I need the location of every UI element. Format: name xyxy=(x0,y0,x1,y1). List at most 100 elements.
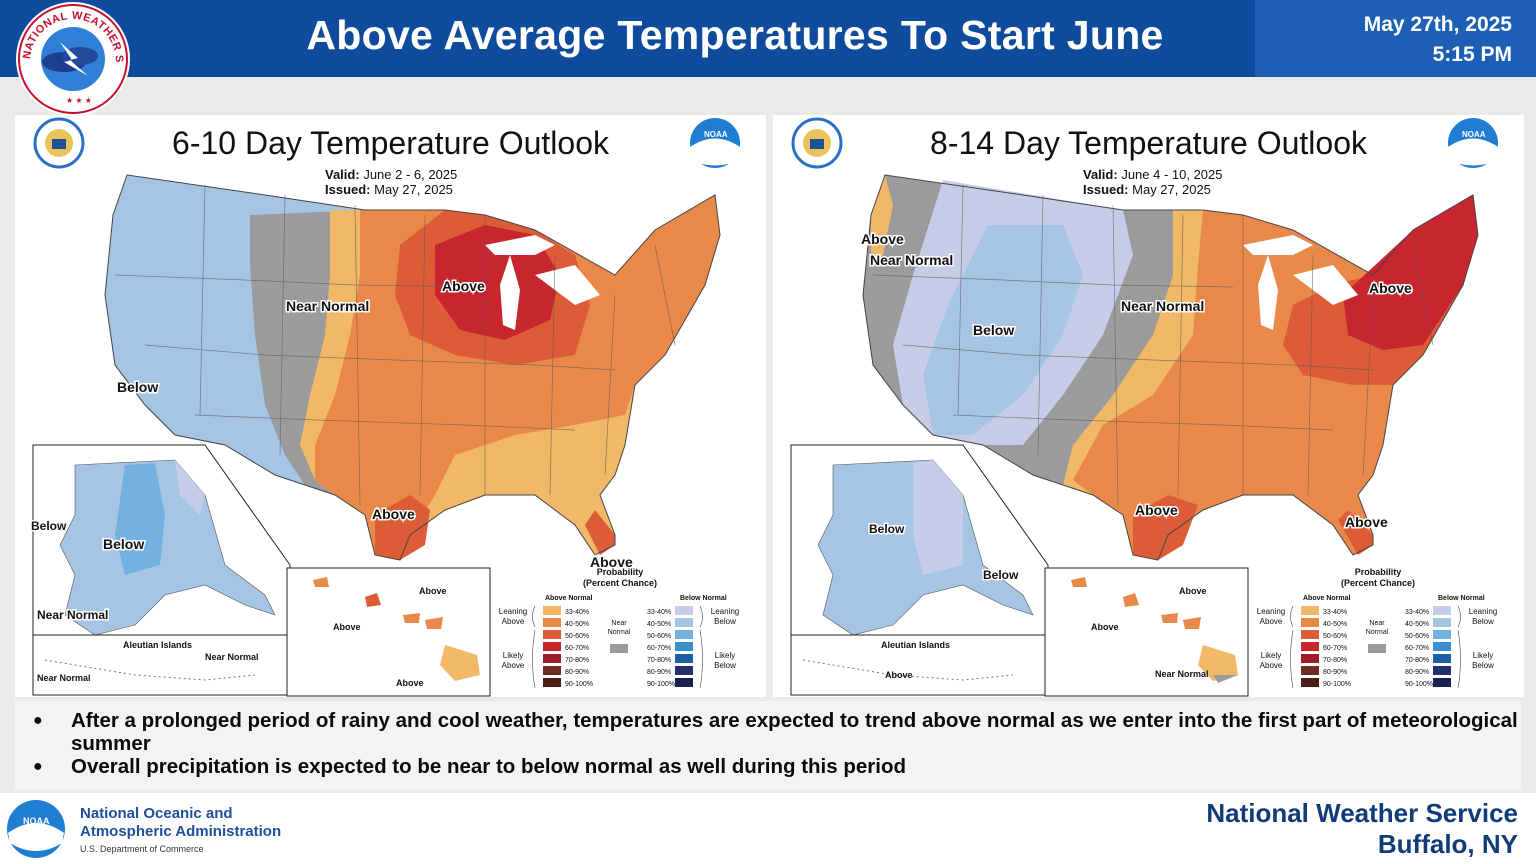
legend-side-label: Above xyxy=(502,617,525,626)
legend-above-header: Above Normal xyxy=(545,595,593,602)
doc-seal-icon xyxy=(791,117,843,169)
noaa-icon: NOAA xyxy=(690,118,740,168)
org-line-1: National Oceanic and xyxy=(80,805,233,822)
legend-range-below: 33-40% xyxy=(647,609,671,616)
legend-swatch-below xyxy=(675,678,693,687)
map-label: Above xyxy=(333,622,361,632)
legend-side-label: Likely xyxy=(1473,651,1493,660)
legend-range-above: 33-40% xyxy=(1323,609,1347,616)
alaska-inset xyxy=(32,444,291,696)
footer-org: National Oceanic and Atmospheric Adminis… xyxy=(80,805,281,841)
legend-range-below: 90-100% xyxy=(1405,681,1433,688)
legend-swatch-below xyxy=(675,630,693,639)
issued-label: Issued: xyxy=(325,182,371,197)
legend-range-above: 40-50% xyxy=(565,621,589,628)
map-label: Near Normal xyxy=(37,608,108,622)
svg-text:NOAA: NOAA xyxy=(1462,130,1486,139)
legend-side-label: Leaning xyxy=(1469,607,1497,616)
alaska-inset xyxy=(790,444,1049,696)
footer-dept: U.S. Department of Commerce xyxy=(80,844,204,854)
legend-swatch-above xyxy=(1301,630,1319,639)
legend-swatch-above xyxy=(543,666,561,675)
issued-label: Issued: xyxy=(1083,182,1129,197)
legend-brace xyxy=(532,605,536,628)
outlook-title: 6-10 Day Temperature Outlook xyxy=(172,125,609,161)
map-label: Near Normal xyxy=(1155,669,1209,679)
valid-dates: June 4 - 10, 2025 xyxy=(1121,167,1223,182)
legend-range-above: 90-100% xyxy=(565,681,593,688)
legend-swatch-below xyxy=(675,654,693,663)
map-label: Above xyxy=(885,670,913,680)
legend-range-below: 50-60% xyxy=(647,633,671,640)
legend-side-label: Below xyxy=(714,617,736,626)
outlook-dates: Valid: June 2 - 6, 2025 Issued: May 27, … xyxy=(325,167,457,197)
aleutian-label: Aleutian Islands xyxy=(123,640,192,650)
legend-range-below: 40-50% xyxy=(1405,621,1429,628)
legend-range-above: 60-70% xyxy=(1323,645,1347,652)
map-label: Above xyxy=(1091,622,1119,632)
map-label: Above xyxy=(1135,502,1178,518)
legend-below-header: Below Normal xyxy=(1438,595,1485,602)
map-label: Below xyxy=(117,379,158,395)
valid-label: Valid: xyxy=(1083,167,1118,182)
legend-range-below: 40-50% xyxy=(647,621,671,628)
legend-range-below: 50-60% xyxy=(1405,633,1429,640)
outlook-dates: Valid: June 4 - 10, 2025 Issued: May 27,… xyxy=(1083,167,1223,197)
legend-range-above: 40-50% xyxy=(1323,621,1347,628)
legend-swatch-above xyxy=(543,678,561,687)
legend-range-below: 70-80% xyxy=(1405,657,1429,664)
legend-side-label: Leaning xyxy=(711,607,739,616)
legend-side-label: Likely xyxy=(715,651,735,660)
map-label: Above xyxy=(442,278,485,294)
org-line-2: Atmospheric Administration xyxy=(80,823,282,840)
aleutian-label: Aleutian Islands xyxy=(881,640,950,650)
map-label: Above xyxy=(419,586,447,596)
outlook-title: 8-14 Day Temperature Outlook xyxy=(930,125,1367,161)
legend-side-label: Below xyxy=(1472,661,1494,670)
map-label: Near Normal xyxy=(1121,298,1204,314)
legend-range-above: 90-100% xyxy=(1323,681,1351,688)
map-label: Above xyxy=(1179,586,1207,596)
legend-swatch-above xyxy=(1301,618,1319,627)
legend-title: Probability xyxy=(1355,567,1402,577)
legend-range-above: 80-90% xyxy=(565,669,589,676)
legend-swatch-above xyxy=(543,630,561,639)
legend-swatch-above xyxy=(1301,642,1319,651)
legend-range-below: 90-100% xyxy=(647,681,675,688)
legend-range-above: 50-60% xyxy=(1323,633,1347,640)
legend-brace xyxy=(699,629,703,689)
legend-side-label: Below xyxy=(1472,617,1494,626)
issue-time: 5:15 PM xyxy=(1432,43,1512,66)
map-label: Near Normal xyxy=(286,298,369,314)
legend-swatch-above xyxy=(543,606,561,615)
legend-range-above: 70-80% xyxy=(565,657,589,664)
valid-label: Valid: xyxy=(325,167,360,182)
footer: NOAA National Oceanic and Atmospheric Ad… xyxy=(0,793,1536,864)
legend-near-normal: Near xyxy=(1369,620,1385,627)
legend-range-above: 33-40% xyxy=(565,609,589,616)
issue-date: May 27th, 2025 xyxy=(1363,13,1512,36)
svg-text:NOAA: NOAA xyxy=(704,130,728,139)
legend-swatch-near xyxy=(610,644,628,653)
header-bar: Above Average Temperatures To Start June… xyxy=(0,0,1536,77)
conus-map xyxy=(104,174,721,561)
map-label: Above xyxy=(590,554,633,570)
legend-brace xyxy=(1457,605,1461,628)
legend-below-header: Below Normal xyxy=(680,595,727,602)
nws-logo-icon: NATIONAL WEATHER SERVICE ★ ★ ★ xyxy=(14,0,130,116)
map-label: Above xyxy=(372,506,415,522)
legend-above-header: Above Normal xyxy=(1303,595,1351,602)
legend-swatch-above xyxy=(543,642,561,651)
legend-swatch-above xyxy=(543,618,561,627)
map-label: Near Normal xyxy=(870,252,953,268)
legend-range-below: 80-90% xyxy=(1405,669,1429,676)
svg-text:NOAA: NOAA xyxy=(23,816,50,826)
probability-legend: Probability(Percent Chance) Above Normal B… xyxy=(1257,567,1497,689)
legend-swatch-above xyxy=(543,654,561,663)
legend-swatch-below xyxy=(1433,678,1451,687)
legend-side-label: Above xyxy=(1260,617,1283,626)
office-line-1: National Weather Service xyxy=(1206,798,1518,828)
office-line-2: Buffalo, NY xyxy=(1377,829,1518,859)
svg-text:★ ★ ★: ★ ★ ★ xyxy=(66,96,92,105)
legend-swatch-near xyxy=(1368,644,1386,653)
